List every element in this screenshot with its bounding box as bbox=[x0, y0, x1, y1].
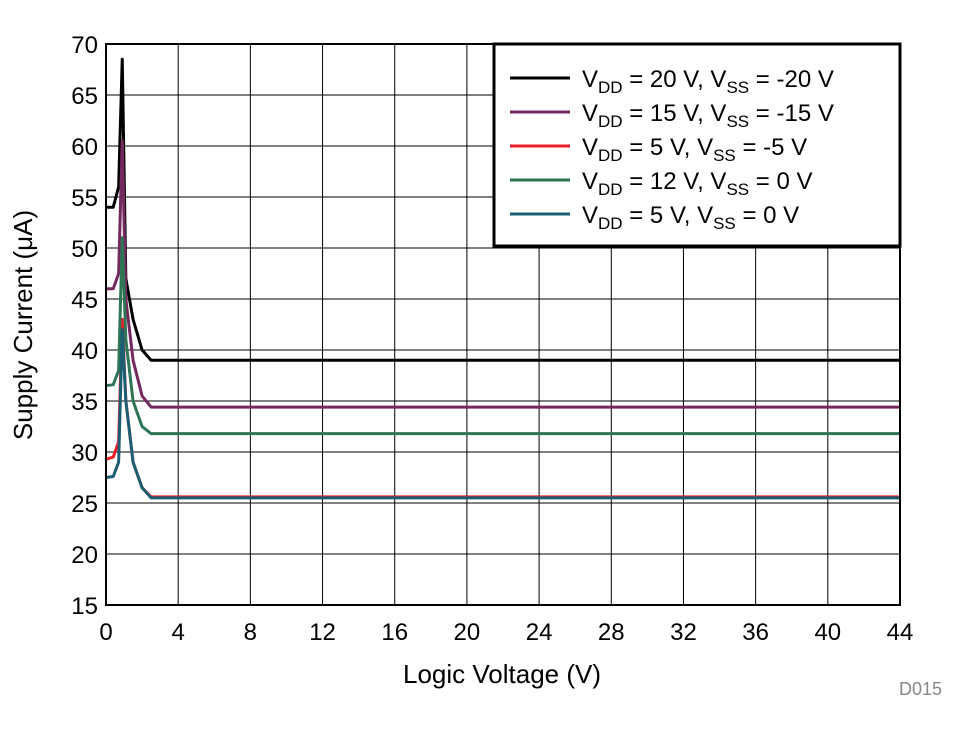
y-tick-label: 40 bbox=[71, 338, 98, 365]
x-tick-label: 32 bbox=[670, 619, 697, 646]
x-tick-label: 24 bbox=[526, 619, 553, 646]
y-tick-label: 60 bbox=[71, 134, 98, 161]
legend-label: VDD = 5 V, VSS = -5 V bbox=[582, 134, 807, 165]
annotation: D015 bbox=[899, 679, 942, 699]
y-tick-label: 70 bbox=[71, 32, 98, 59]
legend-label: VDD = 12 V, VSS = 0 V bbox=[582, 168, 813, 199]
y-tick-label: 15 bbox=[71, 593, 98, 620]
legend-label: VDD = 5 V, VSS = 0 V bbox=[582, 202, 799, 233]
x-tick-label: 16 bbox=[381, 619, 408, 646]
series-line bbox=[106, 139, 900, 409]
x-tick-label: 4 bbox=[172, 619, 185, 646]
x-tick-label: 0 bbox=[99, 619, 112, 646]
x-tick-label: 40 bbox=[814, 619, 841, 646]
x-axis-label: Logic Voltage (V) bbox=[403, 659, 601, 689]
series-line bbox=[105, 236, 900, 436]
series-line bbox=[106, 57, 900, 362]
x-tick-label: 8 bbox=[244, 619, 257, 646]
legend-label: VDD = 15 V, VSS = -15 V bbox=[582, 100, 834, 131]
y-tick-label: 65 bbox=[71, 83, 98, 110]
y-tick-label: 50 bbox=[71, 236, 98, 263]
y-tick-label: 20 bbox=[71, 542, 98, 569]
x-tick-label: 36 bbox=[742, 619, 769, 646]
series-line bbox=[105, 328, 900, 500]
y-tick-label: 30 bbox=[71, 440, 98, 467]
y-tick-label: 45 bbox=[71, 287, 98, 314]
y-axis-label: Supply Current (μA) bbox=[8, 210, 38, 440]
y-tick-label: 25 bbox=[71, 491, 98, 518]
x-tick-label: 12 bbox=[309, 619, 336, 646]
y-tick-label: 35 bbox=[71, 389, 98, 416]
y-tick-label: 55 bbox=[71, 185, 98, 212]
legend-label: VDD = 20 V, VSS = -20 V bbox=[582, 66, 834, 97]
x-tick-label: 20 bbox=[454, 619, 481, 646]
x-tick-label: 28 bbox=[598, 619, 625, 646]
x-tick-label: 44 bbox=[887, 619, 914, 646]
